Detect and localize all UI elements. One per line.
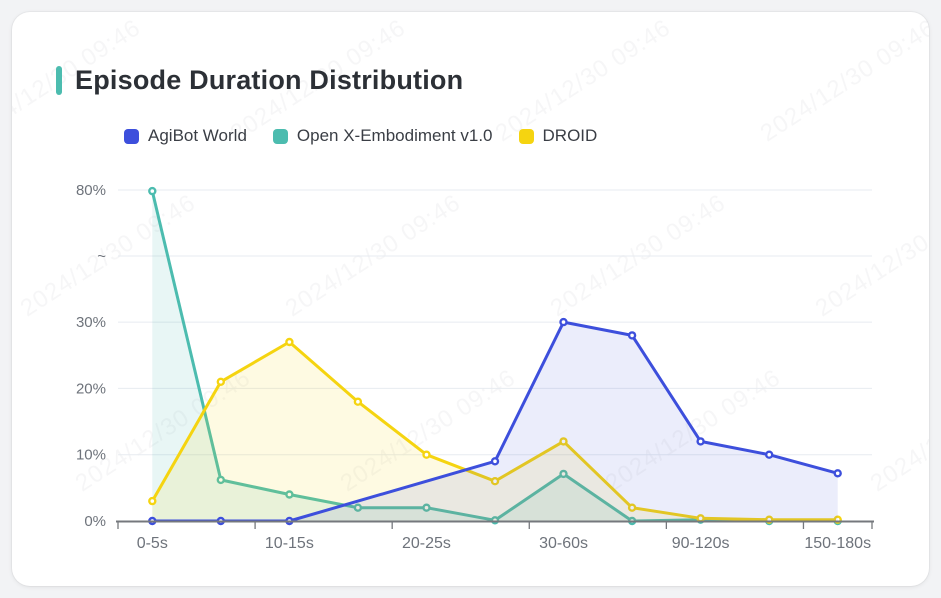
series-area — [152, 191, 838, 521]
data-point-marker — [422, 450, 431, 459]
data-point-marker — [422, 503, 431, 512]
series-area — [152, 322, 838, 521]
legend-label: DROID — [542, 126, 598, 145]
x-axis-label: 10-15s — [265, 535, 314, 552]
data-point-marker — [285, 490, 294, 499]
chart-card: 2024/12/30 09:46 2024/12/30 09:46 2024/12/… — [12, 12, 929, 586]
x-axis-label: 30-60s — [539, 535, 588, 552]
x-axis-label: 20-25s — [402, 535, 451, 552]
data-point-marker — [627, 331, 637, 340]
x-axis-label: 150-180s — [804, 535, 871, 552]
legend-label: AgiBot World — [148, 126, 247, 145]
data-point-marker — [765, 450, 774, 459]
x-axis-label: 0-5s — [137, 535, 168, 552]
y-axis-label: 20% — [76, 380, 106, 397]
data-point-marker — [696, 437, 705, 446]
data-point-marker — [285, 337, 294, 347]
series-area — [152, 342, 838, 521]
y-axis-label: 0% — [84, 513, 106, 530]
legend-swatch — [272, 128, 288, 144]
legend-item-open-x-embodiment-v1-0[interactable]: Open X-Embodiment v1.0 — [272, 126, 493, 146]
line-chart: 0% 10% 20% 30% ~80% 0-5s 10-15s 20-25s 30-60s 90-… — [76, 182, 874, 552]
y-axis-label: 10% — [76, 447, 106, 464]
series-droid — [148, 337, 842, 524]
x-axis-label: 90-120s — [672, 535, 730, 552]
legend-swatch — [518, 128, 534, 144]
legend-item-agibot-world[interactable]: AgiBot World — [124, 126, 247, 146]
title-accent-bar — [56, 65, 62, 95]
y-axis-label: 80% — [76, 182, 106, 199]
data-point-marker — [559, 317, 568, 327]
legend-label: Open X-Embodiment v1.0 — [296, 126, 493, 145]
data-point-marker — [490, 477, 500, 486]
data-point-marker — [148, 186, 157, 196]
y-axis-label: 30% — [76, 314, 106, 331]
data-point-marker — [216, 475, 226, 485]
data-point-marker — [833, 469, 842, 478]
legend-swatch — [124, 128, 139, 144]
chart-title: Episode Duration Distribution — [75, 65, 464, 95]
data-point-marker — [490, 457, 500, 466]
title-row: Episode Duration Distribution — [56, 64, 463, 96]
data-point-marker — [559, 437, 568, 446]
legend: AgiBot World Open X-Embodiment v1.0 DROID — [124, 126, 597, 146]
data-point-marker — [216, 377, 226, 386]
data-point-marker — [148, 496, 157, 506]
legend-item-droid[interactable]: DROID — [518, 126, 598, 146]
data-point-marker — [559, 469, 568, 479]
data-point-marker — [353, 503, 363, 512]
data-point-marker — [353, 397, 363, 406]
y-axis-label: ~ — [97, 248, 106, 265]
data-point-marker — [627, 503, 637, 512]
